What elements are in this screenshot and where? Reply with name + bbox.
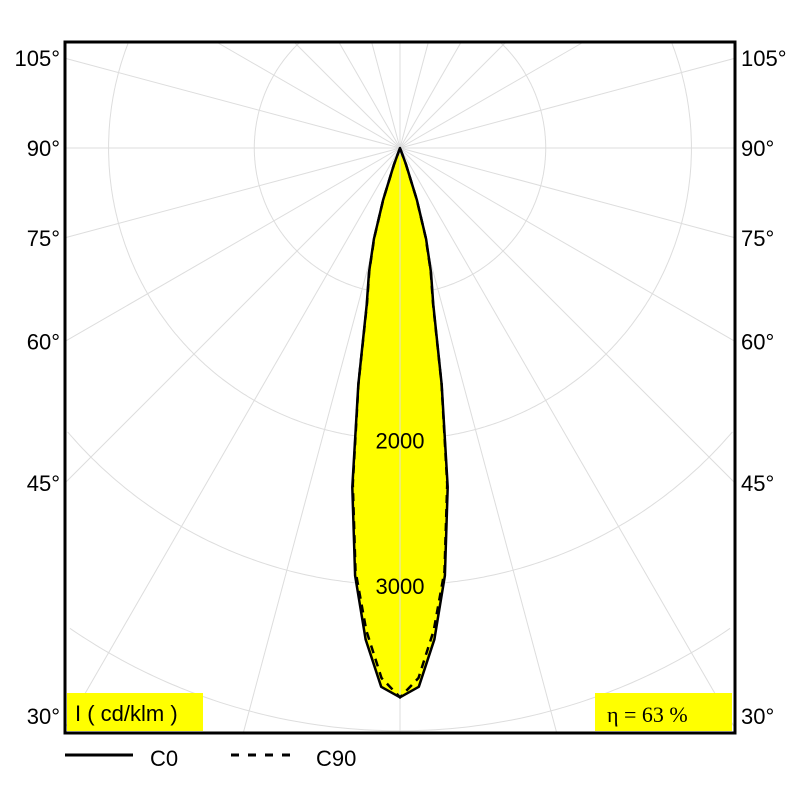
polar-grid (65, 42, 735, 733)
angle-label-left: 75° (27, 226, 60, 251)
angle-label-left: 30° (27, 704, 60, 729)
grid-ray (399, 42, 506, 149)
angle-label-right: 45° (741, 471, 774, 496)
grid-circle (108, 43, 400, 440)
legend: C0 C90 (65, 746, 356, 771)
angle-label-left: 90° (27, 136, 60, 161)
angle-label-right: 75° (741, 226, 774, 251)
angle-label-left: 45° (27, 471, 60, 496)
radial-tick-label: 2000 (376, 428, 425, 453)
grid-ray (65, 147, 401, 238)
grid-ray (399, 147, 735, 342)
grid-circle (69, 627, 400, 732)
angle-label-left: 105° (14, 46, 60, 71)
angle-label-right: 60° (741, 329, 774, 354)
efficiency-label: η = 63 % (607, 702, 688, 727)
grid-ray (399, 42, 462, 149)
grid-ray (294, 42, 401, 149)
radial-labels: 2000 3000 (376, 428, 425, 599)
unit-label: I ( cd/klm ) (75, 701, 178, 726)
grid-circle (400, 627, 731, 732)
grid-circle (400, 431, 733, 586)
grid-circle (400, 43, 692, 440)
radial-tick-label: 3000 (376, 574, 425, 599)
angle-label-right: 105° (741, 46, 787, 71)
grid-ray (65, 147, 401, 342)
grid-ray (399, 42, 583, 149)
legend-c0-label: C0 (150, 746, 178, 771)
grid-circle (253, 42, 400, 295)
legend-c90-label: C90 (316, 746, 356, 771)
grid-ray (399, 147, 735, 238)
grid-ray (399, 147, 735, 483)
angle-label-right: 30° (741, 704, 774, 729)
grid-ray (65, 147, 401, 483)
angle-labels: 105° 105° 90° 90° 75° 75° 60° 60° 45° 45° 30° 30° (14, 46, 786, 729)
grid-ray (371, 42, 401, 149)
grid-circle (400, 42, 547, 295)
grid-ray (65, 58, 401, 149)
grid-ray (399, 147, 735, 727)
grid-ray (217, 42, 401, 149)
intensity-curves (351, 144, 449, 732)
grid-ray (399, 58, 735, 149)
grid-ray (399, 42, 429, 149)
efficiency-label-box (595, 693, 732, 731)
angle-label-left: 60° (27, 329, 60, 354)
grid-ray (338, 42, 401, 149)
plot-frame (63, 40, 737, 735)
c0-curve (351, 146, 449, 699)
angle-label-right: 90° (741, 136, 774, 161)
unit-label-box (67, 693, 203, 731)
grid-circle (67, 431, 400, 586)
grid-ray (65, 147, 401, 727)
